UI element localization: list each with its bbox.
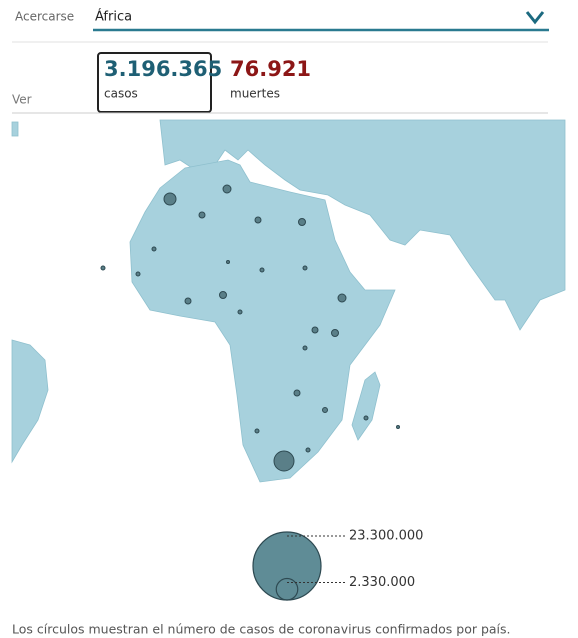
deaths-value[interactable]: 76.921	[230, 57, 311, 81]
africa	[129, 159, 396, 483]
legend-label: 2.330.000	[349, 575, 415, 590]
bubble	[337, 293, 347, 303]
bubble	[302, 345, 308, 351]
country-bubbles	[100, 184, 400, 472]
bubble	[135, 271, 141, 277]
bubble	[259, 267, 265, 273]
bubble	[151, 246, 157, 252]
south-america	[11, 339, 49, 464]
cases-box[interactable]	[97, 52, 212, 113]
legend-circle	[252, 531, 322, 601]
cases-label[interactable]: casos	[104, 87, 138, 101]
cases-toggle[interactable]: 3.196.365 casos	[97, 52, 222, 113]
bubble	[254, 216, 262, 224]
bubble	[396, 425, 400, 429]
legend-label: 23.300.000	[349, 529, 423, 544]
bubble	[331, 329, 339, 337]
land	[11, 121, 19, 137]
bubble	[219, 291, 227, 299]
bubble	[198, 211, 206, 219]
madagascar	[351, 371, 381, 441]
deaths-label[interactable]: muertes	[230, 87, 280, 101]
region-value[interactable]: África	[95, 9, 132, 25]
cases-value[interactable]: 3.196.365	[104, 57, 222, 81]
bubble	[226, 260, 230, 264]
bubble	[298, 218, 306, 226]
footnote: Los círculos muestran el número de casos…	[12, 622, 511, 637]
zoom-label: Acercarse	[15, 10, 74, 24]
deaths-toggle[interactable]: 76.921 muertes	[230, 57, 311, 101]
bubble	[302, 265, 308, 271]
bubble	[237, 309, 243, 315]
map	[11, 119, 566, 483]
bubble	[254, 428, 260, 434]
view-label: Ver	[12, 93, 32, 107]
bubble	[222, 184, 232, 194]
dropdown-hit[interactable]	[93, 4, 549, 32]
bubble	[100, 265, 106, 271]
region-dropdown[interactable]: África	[93, 4, 549, 32]
bubble	[363, 415, 369, 421]
bubble	[273, 450, 295, 472]
bubble	[163, 192, 177, 206]
bubble	[184, 297, 192, 305]
bubble	[322, 407, 328, 413]
legend: 23.300.000 2.330.000	[252, 529, 423, 601]
chevron[interactable]	[525, 11, 545, 25]
bubble	[293, 389, 301, 397]
bubble	[311, 326, 319, 334]
bubble	[305, 447, 311, 453]
legend-circle	[275, 577, 299, 601]
